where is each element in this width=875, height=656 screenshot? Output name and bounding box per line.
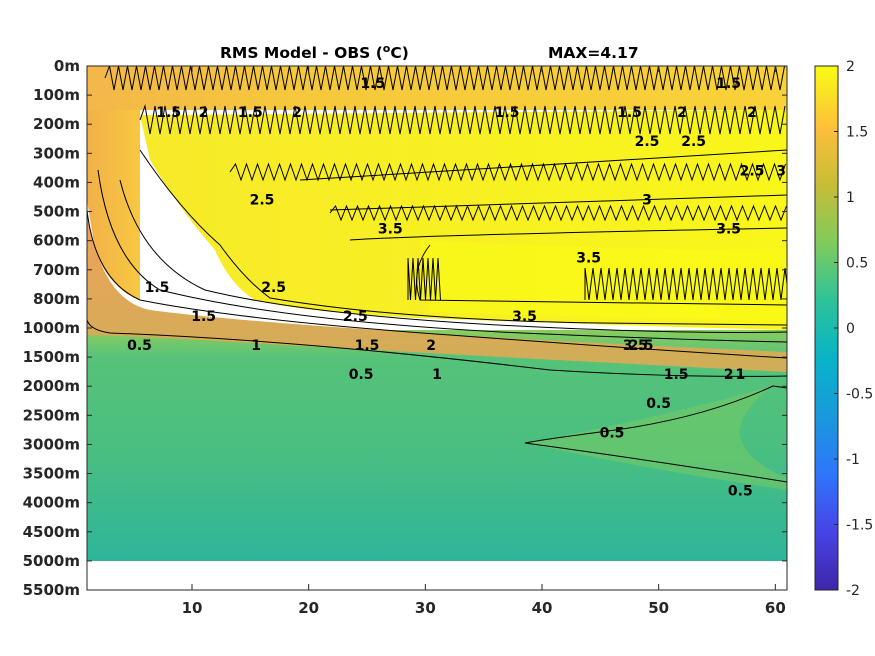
y-tick-label: 600m <box>33 232 80 250</box>
colorbar-tick-label: -0.5 <box>846 387 873 403</box>
max-label: MAX=4.17 <box>548 44 639 62</box>
contour-label: 2 <box>292 105 302 121</box>
chart-title: RMS Model - OBS (oC) <box>220 42 409 62</box>
colorbar-tick-label: -1 <box>846 452 860 468</box>
colorbar-tick-label: 2 <box>846 59 855 75</box>
contour-label: 1.5 <box>617 105 642 121</box>
x-tick-label: 30 <box>415 599 436 617</box>
y-tick-label: 3000m <box>23 435 80 453</box>
x-tick-label: 10 <box>182 599 203 617</box>
contour-label: 3.5 <box>716 222 741 238</box>
contour-label: 0.5 <box>600 425 625 441</box>
y-tick-label: 3500m <box>23 465 80 483</box>
contour-label: 0.5 <box>646 396 671 412</box>
y-tick-label: 0m <box>54 57 80 75</box>
contour-label: 2 <box>199 105 209 121</box>
colorbar-tick-label: 1 <box>846 190 855 206</box>
no-data-band <box>87 561 787 590</box>
contour-label: 1.5 <box>156 105 181 121</box>
contour-label: 0.5 <box>728 484 753 500</box>
contour-label: 1.5 <box>355 338 380 354</box>
y-tick-label: 200m <box>33 115 80 133</box>
colorbar-tick-label: 0 <box>846 321 855 337</box>
contour-label: 2 <box>677 105 687 121</box>
y-axis-ticks: 0m 100m 200m 300m 400m 500m 600m 700m 800m 1000m 1… <box>23 57 787 599</box>
x-tick-label: 20 <box>298 599 319 617</box>
y-tick-label: 300m <box>33 144 80 162</box>
y-tick-label: 1500m <box>23 348 80 366</box>
contour-label: 1.5 <box>716 76 741 92</box>
x-tick-label: 50 <box>648 599 669 617</box>
contour-label: 2.5 <box>635 134 660 150</box>
y-tick-label: 1000m <box>23 319 80 337</box>
y-tick-label: 2000m <box>23 377 80 395</box>
contour-label: 1.5 <box>495 105 520 121</box>
contour-label: 1.5 <box>145 280 170 296</box>
contour-label: 0.5 <box>127 338 152 354</box>
contour-label: 3.5 <box>576 251 601 267</box>
contour-label: 1.5 <box>191 309 216 325</box>
y-tick-label: 100m <box>33 86 80 104</box>
contour-label: 3 <box>776 163 786 179</box>
y-tick-label: 700m <box>33 261 80 279</box>
contour-label: 0.5 <box>349 367 374 383</box>
contour-label: 2.5 <box>250 192 275 208</box>
contour-label: 1.5 <box>360 76 385 92</box>
colorbar-tick-label: -1.5 <box>846 518 873 534</box>
x-tick-label: 40 <box>532 599 553 617</box>
colorbar-tick-label: 1.5 <box>846 125 868 141</box>
contour-labels: 1.5 1.5 1.5 2 1.5 2 1.5 1.5 2 2 2.5 2.5 2.5 3 2.5 3 3.5 3… <box>127 76 786 500</box>
y-tick-label: 400m <box>33 173 80 191</box>
contour-label: 1.5 <box>238 105 263 121</box>
contour-label: 1 <box>432 367 442 383</box>
contour-label: 2 <box>747 105 757 121</box>
contour-label: 1 <box>735 367 745 383</box>
colorbar-tick-label: -2 <box>846 583 860 599</box>
y-tick-label: 4000m <box>23 494 80 512</box>
heatmap-field: 1.5 1.5 1.5 2 1.5 2 1.5 1.5 2 2 2.5 2.5 2.5 3 2.5 3 3.5 3… <box>87 66 787 561</box>
contour-label: 3.5 <box>378 222 403 238</box>
contour-label: 2.5 <box>261 280 286 296</box>
y-tick-label: 5000m <box>23 552 80 570</box>
y-tick-label: 500m <box>33 203 80 221</box>
y-tick-label: 5500m <box>23 581 80 599</box>
contour-label: 1 <box>251 338 261 354</box>
contour-label: 2.5 <box>740 163 765 179</box>
contour-label: 3 <box>642 192 652 208</box>
contour-label: 2 <box>724 367 734 383</box>
y-tick-label: 800m <box>33 290 80 308</box>
contour-label: 3.5 <box>512 309 537 325</box>
contour-label: 3.5 <box>623 338 648 354</box>
contour-label: 2 <box>426 338 436 354</box>
contour-label: 2.5 <box>343 309 368 325</box>
colorbar-tick-label: 0.5 <box>846 256 868 272</box>
contour-label: 2.5 <box>629 338 654 354</box>
y-tick-label: 4500m <box>23 523 80 541</box>
contour-lines <box>87 66 787 483</box>
colorbar-ticks: 2 1.5 1 0.5 0 -0.5 -1 -1.5 -2 <box>834 59 873 599</box>
contour-label: 2.5 <box>681 134 706 150</box>
x-axis-ticks: 10 20 30 40 50 60 <box>182 66 786 617</box>
x-tick-label: 60 <box>765 599 786 617</box>
y-tick-label: 2500m <box>23 406 80 424</box>
contour-label: 1.5 <box>664 367 689 383</box>
